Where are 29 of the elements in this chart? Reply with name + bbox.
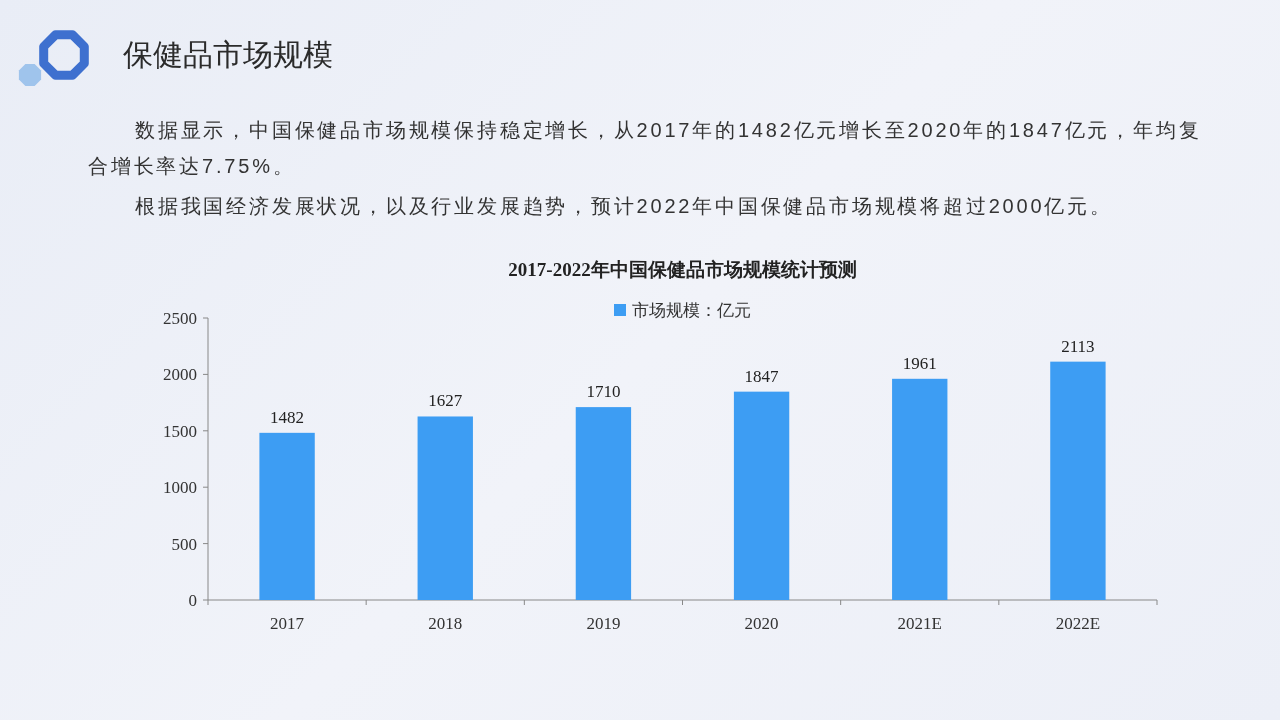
x-tick-label: 2019 bbox=[586, 614, 621, 633]
data-label: 1482 bbox=[270, 407, 305, 427]
y-tick-label: 2000 bbox=[163, 365, 197, 385]
y-tick-label: 2500 bbox=[163, 309, 197, 328]
text: 根据我国经济发展状况，以及行业发展趋势，预计2022年中国保健品市场规模将超过2000亿元。 bbox=[134, 194, 1114, 219]
bar bbox=[259, 432, 315, 600]
data-label: 1627 bbox=[428, 391, 463, 411]
data-label: 1710 bbox=[586, 382, 621, 402]
x-tick-label: 2017 bbox=[270, 614, 305, 633]
y-tick-label: 1500 bbox=[163, 421, 197, 441]
data-label: 1847 bbox=[744, 366, 780, 386]
x-tick-label: 2022E bbox=[1055, 614, 1101, 633]
data-label: 1961 bbox=[902, 353, 937, 373]
chart-title: 2017-2022年中国保健品市场规模统计预测 bbox=[508, 259, 857, 280]
x-tick-label: 2021E bbox=[897, 614, 942, 633]
bar bbox=[892, 378, 948, 600]
y-tick-label: 1000 bbox=[163, 478, 197, 498]
bar bbox=[575, 407, 632, 600]
y-tick-label: 0 bbox=[188, 591, 197, 610]
text: 保健品市场规模 bbox=[123, 37, 333, 73]
x-tick-label: 2020 bbox=[744, 614, 779, 633]
bar bbox=[1050, 361, 1106, 600]
text: 数据显示，中国保健品市场规模保持稳定增长，从2017年的1482亿元增长至2020年的1847亿元，年均复合增长率达7.75%。 bbox=[88, 118, 1203, 179]
bar bbox=[417, 416, 473, 600]
bar bbox=[733, 391, 790, 600]
legend-label: 市场规模：亿元 bbox=[632, 301, 751, 320]
data-label: 2113 bbox=[1061, 336, 1095, 356]
y-tick-label: 500 bbox=[171, 534, 197, 554]
x-tick-label: 2018 bbox=[428, 614, 463, 633]
